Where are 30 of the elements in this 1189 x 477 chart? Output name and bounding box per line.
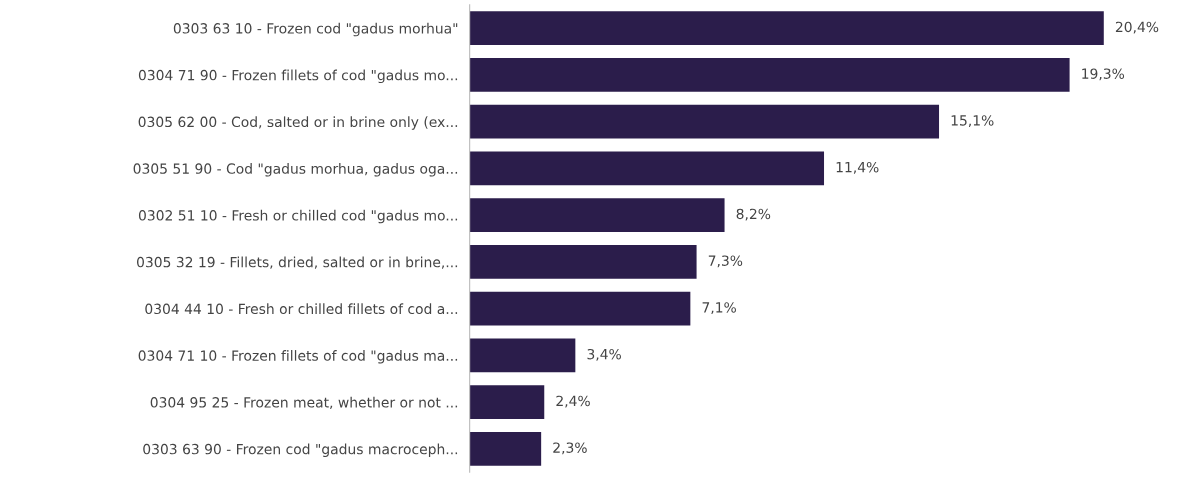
bar (469, 245, 697, 279)
data-label: 7,1% (702, 302, 736, 315)
y-tick-label: 0302 51 10 - Fresh or chilled cod "gadus mo... (138, 209, 458, 224)
data-label: 2,3% (553, 442, 587, 455)
y-tick-label: 0304 71 90 - Frozen fillets of cod "gadus mo... (138, 69, 458, 84)
data-label: 19,3% (1082, 68, 1125, 81)
y-tick-label: 0305 51 90 - Cod "gadus morhua, gadus oga... (133, 163, 458, 177)
bar (469, 338, 576, 373)
data-label: 11,4% (836, 161, 879, 174)
data-label: 3,4% (587, 348, 621, 361)
data-label: 7,3% (708, 255, 743, 268)
bar (469, 151, 825, 186)
bar (469, 58, 1070, 92)
bar (469, 11, 1104, 45)
y-tick-label: 0304 71 10 - Frozen fillets of cod "gadus ma... (138, 350, 458, 364)
data-label: 8,2% (736, 208, 771, 221)
bar (469, 432, 542, 466)
y-tick-label: 0304 95 25 - Frozen meat, whether or not ... (150, 396, 458, 409)
y-tick-label: 0305 62 00 - Cod, salted or in brine only (ex... (138, 116, 458, 130)
data-label: 2,4% (556, 395, 590, 408)
bar (469, 104, 940, 139)
bar (469, 385, 545, 419)
y-tick-label: 0305 32 19 - Fillets, dried, salted or in brine,... (137, 256, 458, 269)
data-label: 20,4% (1115, 21, 1159, 34)
bar (469, 198, 725, 232)
bar (469, 291, 691, 326)
data-label: 15,1% (951, 115, 994, 128)
y-tick-label: 0303 63 10 - Frozen cod "gadus morhua" (173, 22, 458, 37)
y-tick-label: 0303 63 90 - Frozen cod "gadus macroceph... (143, 443, 458, 458)
y-tick-label: 0304 44 10 - Fresh or chilled fillets of cod a... (145, 303, 458, 315)
